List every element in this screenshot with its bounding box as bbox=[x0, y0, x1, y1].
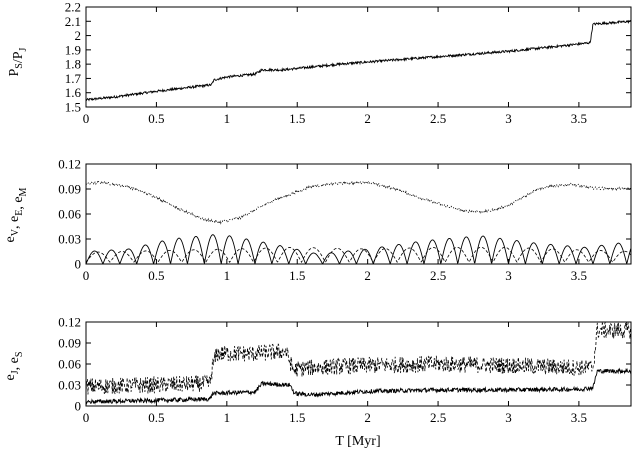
x-tick-label: 3 bbox=[505, 268, 512, 283]
x-tick-label: 0 bbox=[83, 268, 90, 283]
y-tick-label: 0.09 bbox=[58, 336, 81, 351]
panel-1-y-axis-label: PS/PJ bbox=[7, 47, 29, 76]
x-tick-label: 0 bbox=[83, 111, 90, 126]
y-tick-label: 0 bbox=[75, 257, 82, 272]
panel-2-series-2 bbox=[86, 234, 631, 264]
y-tick-label: 1.9 bbox=[65, 42, 81, 57]
x-tick-label: 1 bbox=[224, 410, 231, 425]
x-tick-label: 0.5 bbox=[148, 410, 164, 425]
x-tick-label: 0.5 bbox=[148, 111, 164, 126]
y-tick-label: 2.2 bbox=[65, 0, 81, 15]
y-tick-label: 1.5 bbox=[65, 100, 81, 115]
y-tick-label: 0.03 bbox=[58, 378, 81, 393]
y-tick-label: 1.6 bbox=[65, 85, 82, 100]
x-tick-label: 2.5 bbox=[430, 410, 446, 425]
panel-2-frame bbox=[85, 163, 632, 265]
x-tick-label: 3.5 bbox=[571, 268, 587, 283]
x-tick-label: 1 bbox=[224, 111, 231, 126]
y-tick-label: 0.12 bbox=[58, 157, 81, 172]
x-axis-label: T [Myr] bbox=[335, 434, 380, 449]
x-tick-label: 1 bbox=[224, 268, 231, 283]
panel-2: 0 0.5 1 1.5 2 2.5 3 3.5 0 0.03 0.06 0.09 0.12 eV, eE,… bbox=[3, 157, 632, 283]
x-tick-label: 3 bbox=[505, 111, 512, 126]
y-tick-label: 0.06 bbox=[58, 357, 81, 372]
panel-2-series-3 bbox=[86, 246, 631, 264]
y-tick-label: 0.12 bbox=[58, 315, 81, 330]
y-tick-label: 1.7 bbox=[65, 71, 82, 86]
x-tick-label: 2 bbox=[364, 111, 371, 126]
y-tick-label: 0.06 bbox=[58, 207, 81, 222]
x-tick-label: 3 bbox=[505, 410, 512, 425]
panel-1: 0 0.5 1 1.5 2 2.5 3 3.51.51.61.71.81.922.12.2PS… bbox=[7, 0, 632, 126]
panel-3: 0 0.5 1 1.5 2 2.5 3 3.5 0 0.03 0.06 0.09 0.12 eJ, eS bbox=[3, 315, 632, 425]
panel-3-series-1 bbox=[86, 322, 631, 396]
x-tick-label: 1.5 bbox=[289, 111, 305, 126]
panel-3-y-axis-label: eJ, eS bbox=[3, 352, 25, 381]
x-tick-label: 0 bbox=[83, 410, 90, 425]
x-tick-label: 1.5 bbox=[289, 410, 305, 425]
x-tick-label: 3.5 bbox=[571, 111, 587, 126]
y-tick-label: 1.8 bbox=[65, 57, 81, 72]
panel-3-series-2 bbox=[86, 367, 631, 406]
x-tick-label: 2.5 bbox=[430, 111, 446, 126]
x-tick-label: 2.5 bbox=[430, 268, 446, 283]
panel-2-y-axis-label: eV, eE, eM bbox=[3, 187, 29, 242]
y-tick-label: 0.09 bbox=[58, 182, 81, 197]
panel-1-frame bbox=[85, 6, 632, 108]
x-tick-label: 2 bbox=[364, 410, 371, 425]
panel-2-series-1 bbox=[86, 179, 631, 225]
x-tick-label: 0.5 bbox=[148, 268, 164, 283]
x-tick-label: 2 bbox=[364, 268, 371, 283]
y-tick-label: 2 bbox=[75, 28, 82, 43]
y-tick-label: 2.1 bbox=[65, 14, 81, 29]
y-tick-label: 0 bbox=[75, 399, 82, 414]
panel-1-series-1 bbox=[86, 19, 631, 102]
x-tick-label: 3.5 bbox=[571, 410, 587, 425]
x-tick-label: 1.5 bbox=[289, 268, 305, 283]
y-tick-label: 0.03 bbox=[58, 232, 81, 247]
